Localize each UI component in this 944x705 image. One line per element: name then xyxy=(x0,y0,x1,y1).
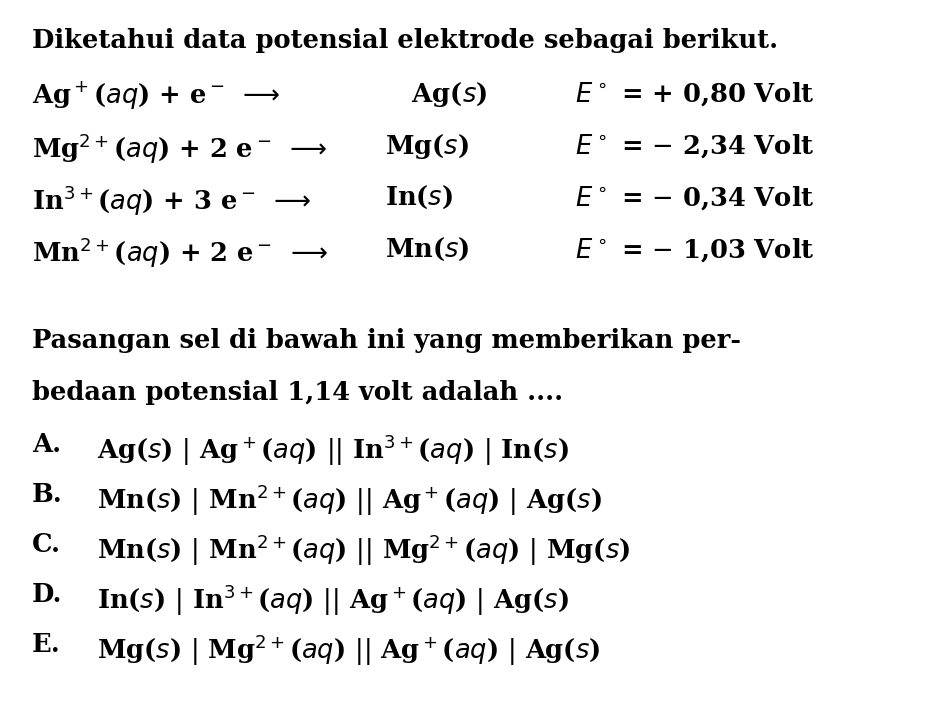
Text: B.: B. xyxy=(32,482,62,507)
Text: Mg($s$) $|$ Mg$^{2+}$($aq$) $||$ Ag$^+$($aq$) $|$ Ag($s$): Mg($s$) $|$ Mg$^{2+}$($aq$) $||$ Ag$^+$(… xyxy=(97,632,599,668)
Text: Mn($s$): Mn($s$) xyxy=(384,236,469,263)
Text: Mn$^{2+}$($aq$) + 2 e$^-$ $\longrightarrow$: Mn$^{2+}$($aq$) + 2 e$^-$ $\longrightarr… xyxy=(32,236,328,271)
Text: D.: D. xyxy=(32,582,62,607)
Text: In($s$) $|$ In$^{3+}$($aq$) $||$ Ag$^+$($aq$) $|$ Ag($s$): In($s$) $|$ In$^{3+}$($aq$) $||$ Ag$^+$(… xyxy=(97,582,568,618)
Text: Mg$^{2+}$($aq$) + 2 e$^-$ $\longrightarrow$: Mg$^{2+}$($aq$) + 2 e$^-$ $\longrightarr… xyxy=(32,132,327,166)
Text: Diketahui data potensial elektrode sebagai berikut.: Diketahui data potensial elektrode sebag… xyxy=(32,28,777,53)
Text: In($s$): In($s$) xyxy=(384,184,452,211)
Text: Ag($s$): Ag($s$) xyxy=(384,80,487,109)
Text: bedaan potensial 1,14 volt adalah ....: bedaan potensial 1,14 volt adalah .... xyxy=(32,380,563,405)
Text: $E^\circ$ = $-$ 1,03 Volt: $E^\circ$ = $-$ 1,03 Volt xyxy=(574,236,814,264)
Text: E.: E. xyxy=(32,632,60,657)
Text: Ag($s$) $|$ Ag$^+$($aq$) $||$ In$^{3+}$($aq$) $|$ In($s$): Ag($s$) $|$ Ag$^+$($aq$) $||$ In$^{3+}$(… xyxy=(97,432,568,467)
Text: In$^{3+}$($aq$) + 3 e$^-$ $\longrightarrow$: In$^{3+}$($aq$) + 3 e$^-$ $\longrightarr… xyxy=(32,184,312,219)
Text: A.: A. xyxy=(32,432,61,457)
Text: Ag$^+$($aq$) + e$^-$ $\longrightarrow$: Ag$^+$($aq$) + e$^-$ $\longrightarrow$ xyxy=(32,80,280,112)
Text: Pasangan sel di bawah ini yang memberikan per-: Pasangan sel di bawah ini yang memberika… xyxy=(32,328,740,353)
Text: Mn($s$) $|$ Mn$^{2+}$($aq$) $||$ Ag$^+$($aq$) $|$ Ag($s$): Mn($s$) $|$ Mn$^{2+}$($aq$) $||$ Ag$^+$(… xyxy=(97,482,601,517)
Text: $E^\circ$ = $-$ 2,34 Volt: $E^\circ$ = $-$ 2,34 Volt xyxy=(574,132,814,160)
Text: C.: C. xyxy=(32,532,61,557)
Text: $E^\circ$ = + 0,80 Volt: $E^\circ$ = + 0,80 Volt xyxy=(574,80,814,108)
Text: $E^\circ$ = $-$ 0,34 Volt: $E^\circ$ = $-$ 0,34 Volt xyxy=(574,184,814,211)
Text: Mg($s$): Mg($s$) xyxy=(384,132,468,161)
Text: Mn($s$) $|$ Mn$^{2+}$($aq$) $||$ Mg$^{2+}$($aq$) $|$ Mg($s$): Mn($s$) $|$ Mn$^{2+}$($aq$) $||$ Mg$^{2+… xyxy=(97,532,630,568)
